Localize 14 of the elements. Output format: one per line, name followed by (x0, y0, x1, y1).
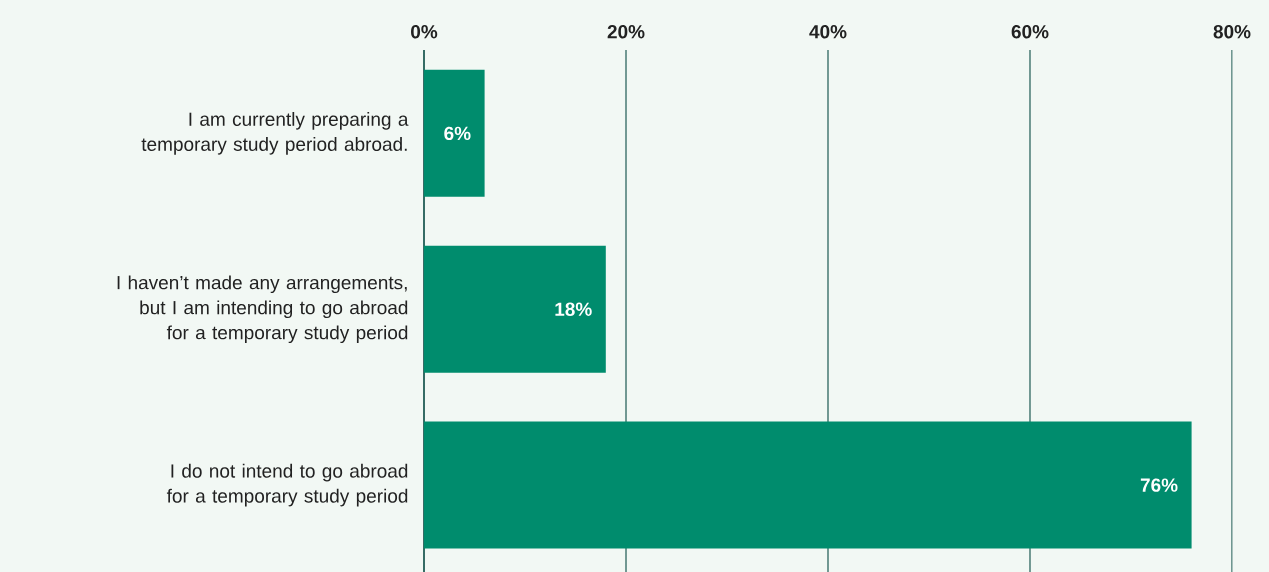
y-tick-label: I am currently preparing a temporary study period abroad. (141, 112, 409, 155)
x-tick-label: 0% (411, 25, 438, 39)
x-tick-label: 60% (1011, 25, 1049, 39)
y-tick-label: I do not intend to go abroad for a temporary study period (166, 463, 408, 507)
y-tick-label: I haven’t made any arrangements, but I am intending to go abroad for a temporary study period (117, 275, 408, 344)
bar (424, 245, 606, 373)
bar (424, 421, 1192, 549)
data-label: 76% (1140, 478, 1178, 492)
x-tick-label: 80% (1213, 25, 1251, 39)
x-tick-label: 40% (809, 25, 847, 39)
x-tick-label: 20% (607, 25, 645, 39)
data-label: 6% (444, 126, 471, 141)
data-label: 18% (555, 302, 592, 316)
bar (424, 69, 485, 197)
